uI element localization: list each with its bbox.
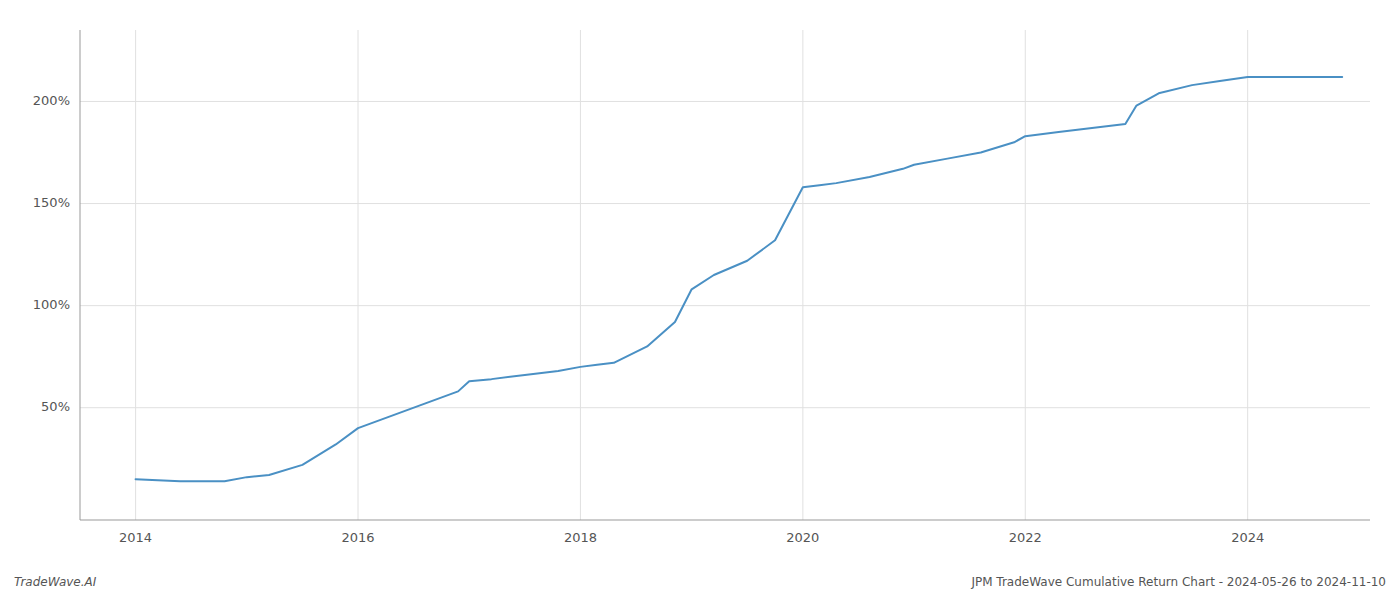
- x-grid-line: [580, 30, 581, 520]
- title: JPM TradeWave Cumulative Return Chart - …: [970, 575, 1386, 589]
- y-grid-line: [80, 305, 1370, 306]
- y-tick-label: 200%: [33, 93, 70, 108]
- chart: 50% 100% 150% 200% 2014 2016 2018 2020 2022 2024 T…: [0, 0, 1400, 600]
- x-grid-line: [135, 30, 136, 520]
- y-tick-label: 150%: [33, 195, 70, 210]
- x-tick-label: 2016: [341, 530, 374, 545]
- watermark: TradeWave.AI: [14, 575, 97, 589]
- grid: [80, 30, 1370, 520]
- plot-area: [136, 77, 1343, 481]
- y-tick-label: 50%: [41, 399, 70, 414]
- x-grid-line: [1025, 30, 1026, 520]
- y-grid-line: [80, 101, 1370, 102]
- x-tick-label: 2014: [119, 530, 152, 545]
- x-tick-label: 2024: [1231, 530, 1264, 545]
- x-axis-line: [80, 520, 1370, 521]
- line-series: [136, 77, 1343, 481]
- x-tick-label: 2018: [564, 530, 597, 545]
- y-axis-line: [80, 30, 81, 520]
- y-grid-line: [80, 203, 1370, 204]
- x-tick-label: 2022: [1009, 530, 1042, 545]
- axes: 50% 100% 150% 200% 2014 2016 2018 2020 2022 2024: [33, 30, 1370, 545]
- x-grid-line: [802, 30, 803, 520]
- x-grid-line: [358, 30, 359, 520]
- y-tick-label: 100%: [33, 297, 70, 312]
- x-grid-line: [1247, 30, 1248, 520]
- x-tick-label: 2020: [786, 530, 819, 545]
- y-grid-line: [80, 407, 1370, 408]
